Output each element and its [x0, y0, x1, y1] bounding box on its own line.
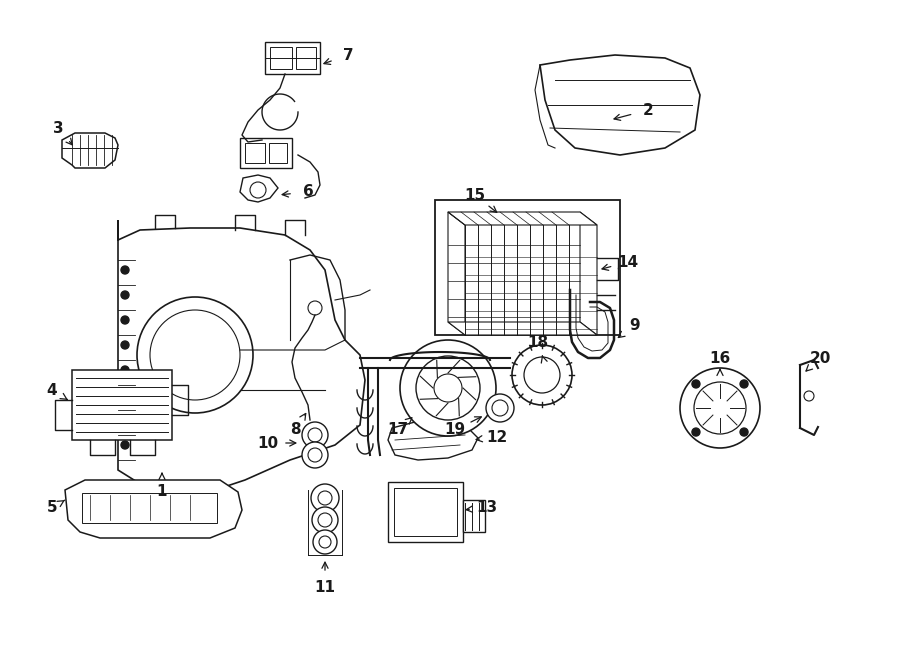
Text: 13: 13 — [476, 500, 498, 516]
Circle shape — [121, 366, 129, 374]
Text: 16: 16 — [709, 350, 731, 366]
Circle shape — [524, 357, 560, 393]
Circle shape — [740, 428, 748, 436]
Polygon shape — [448, 212, 597, 225]
Circle shape — [137, 297, 253, 413]
Circle shape — [313, 530, 337, 554]
Polygon shape — [62, 133, 118, 168]
Text: 4: 4 — [47, 383, 58, 397]
Circle shape — [302, 442, 328, 468]
Polygon shape — [388, 422, 478, 460]
Circle shape — [694, 382, 746, 434]
Circle shape — [121, 391, 129, 399]
Circle shape — [692, 380, 700, 388]
Text: 5: 5 — [47, 500, 58, 516]
Text: 3: 3 — [53, 120, 63, 136]
Bar — [296, 47, 316, 69]
Circle shape — [312, 507, 338, 533]
Circle shape — [318, 513, 332, 527]
Polygon shape — [540, 55, 700, 155]
Polygon shape — [448, 322, 597, 335]
Text: 7: 7 — [343, 48, 354, 63]
Bar — [463, 500, 485, 532]
Text: 20: 20 — [809, 350, 831, 366]
Circle shape — [121, 316, 129, 324]
Circle shape — [121, 291, 129, 299]
Circle shape — [121, 441, 129, 449]
Circle shape — [486, 394, 514, 422]
Circle shape — [302, 422, 328, 448]
Circle shape — [512, 345, 572, 405]
Circle shape — [250, 182, 266, 198]
Circle shape — [311, 484, 339, 512]
Bar — [265, 42, 320, 74]
Polygon shape — [65, 480, 242, 538]
Circle shape — [680, 368, 760, 448]
Bar — [72, 370, 172, 440]
Circle shape — [434, 374, 462, 402]
Text: 6: 6 — [302, 184, 313, 200]
Circle shape — [150, 310, 240, 400]
Circle shape — [121, 341, 129, 349]
Text: 2: 2 — [643, 102, 653, 118]
Text: 14: 14 — [617, 254, 639, 270]
Circle shape — [416, 356, 480, 420]
Text: 9: 9 — [630, 317, 640, 332]
Text: 10: 10 — [257, 436, 279, 451]
Circle shape — [308, 428, 322, 442]
Circle shape — [121, 416, 129, 424]
Polygon shape — [240, 175, 278, 202]
Circle shape — [121, 266, 129, 274]
Circle shape — [318, 491, 332, 505]
Circle shape — [308, 448, 322, 462]
Text: 12: 12 — [486, 430, 508, 444]
Bar — [240, 138, 292, 168]
Circle shape — [400, 340, 496, 436]
Polygon shape — [118, 220, 365, 495]
Circle shape — [804, 391, 814, 401]
Circle shape — [740, 380, 748, 388]
Bar — [388, 482, 463, 542]
Circle shape — [308, 301, 322, 315]
Circle shape — [692, 428, 700, 436]
Text: 8: 8 — [290, 422, 301, 438]
Polygon shape — [448, 212, 465, 335]
Text: 18: 18 — [527, 334, 549, 350]
Circle shape — [319, 536, 331, 548]
Polygon shape — [580, 212, 597, 335]
Text: 19: 19 — [445, 422, 465, 438]
Bar — [82, 493, 217, 523]
Bar — [394, 488, 457, 536]
Bar — [435, 200, 620, 335]
Text: 15: 15 — [464, 188, 486, 202]
Text: 11: 11 — [314, 580, 336, 596]
Bar — [269, 143, 287, 163]
Circle shape — [492, 400, 508, 416]
Text: 1: 1 — [157, 485, 167, 500]
Bar — [245, 143, 265, 163]
Bar — [270, 47, 292, 69]
Text: 17: 17 — [387, 422, 409, 438]
